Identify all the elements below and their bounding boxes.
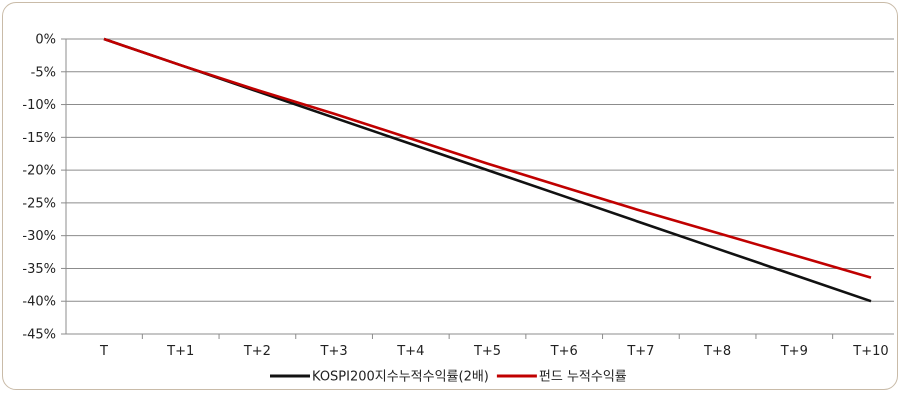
legend: KOSPI200지수누적수익률(2배) 펀드 누적수익률	[270, 370, 627, 385]
x-tick-label: T+6	[550, 344, 578, 359]
y-tick-label: -5%	[31, 65, 56, 80]
y-tick-label: -20%	[22, 164, 56, 179]
x-tick-label: T+4	[396, 344, 424, 359]
y-tick-label: 0%	[35, 33, 56, 48]
x-tick-label: T+8	[703, 344, 731, 359]
gridlines	[66, 38, 894, 335]
y-tick-label: -25%	[22, 196, 56, 211]
x-tick-label: T+2	[243, 344, 271, 359]
series-lines	[103, 37, 872, 303]
y-axis: 0% -5% -10% -15% -20% -25% -30% -35% -40% -45%	[22, 33, 67, 343]
legend-label-1: KOSPI200지수누적수익률(2배)	[312, 370, 489, 385]
y-tick-label: -15%	[22, 131, 56, 146]
legend-label-2: 펀드 누적수익률	[539, 370, 627, 385]
x-tick-label: T+1	[166, 344, 194, 359]
x-tick-label: T	[99, 344, 108, 359]
y-tick-label: -35%	[22, 262, 56, 277]
series-line-2	[103, 37, 872, 279]
y-tick-label: -10%	[22, 98, 56, 113]
x-tick-label: T+9	[780, 344, 808, 359]
x-tick-label: T+10	[852, 344, 888, 359]
y-tick-label: -30%	[22, 229, 56, 244]
x-tick-label: T+5	[473, 344, 501, 359]
x-tick-label: T+7	[626, 344, 654, 359]
x-tick-label: T+3	[320, 344, 348, 359]
y-tick-label: -40%	[22, 295, 56, 310]
x-axis: T T+1 T+2 T+3 T+4 T+5 T+6 T+7 T+8 T+9 T+10	[99, 334, 889, 359]
chart-frame	[2, 2, 898, 390]
y-tick-label: -45%	[22, 328, 56, 343]
